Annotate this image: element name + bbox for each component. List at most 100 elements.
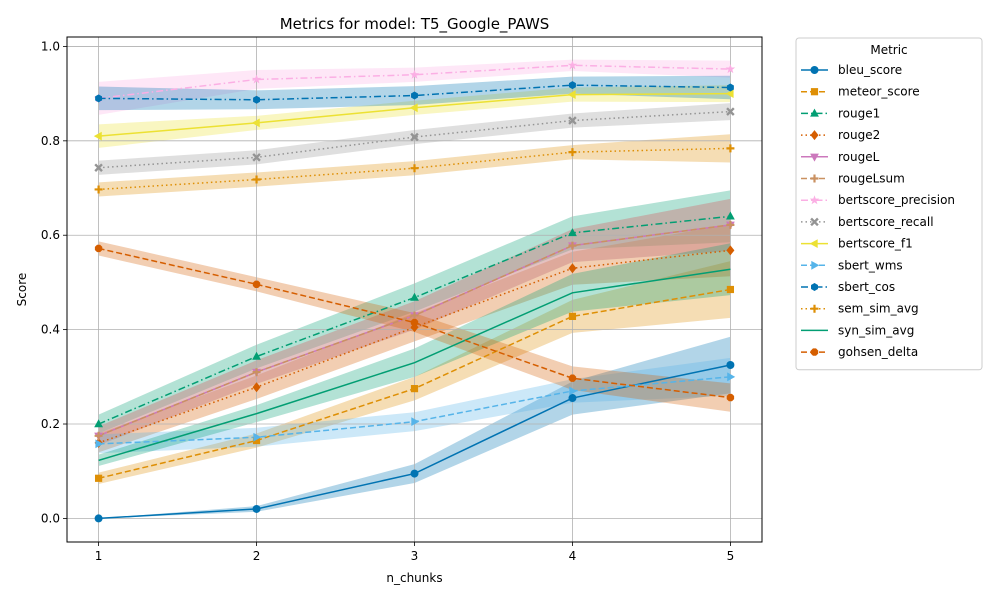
legend-marker-rouge2: [810, 130, 819, 141]
point-sbert_wms: [727, 372, 736, 382]
y-tick-label: 0.6: [41, 228, 60, 242]
y-tick-label: 0.8: [41, 134, 60, 148]
point-bertscore_f1: [251, 118, 260, 128]
point-gohsen_delta: [94, 244, 103, 253]
point-sbert_wms: [253, 432, 262, 442]
point-bertscore_recall: [252, 153, 261, 162]
legend-marker-bleu_score: [810, 66, 819, 74]
point-meteor_score: [410, 385, 419, 393]
point-rougeLsum: [726, 220, 735, 229]
legend-marker-gohsen_delta: [810, 348, 819, 356]
line-syn_sim_avg: [98, 268, 731, 462]
point-sbert_cos: [726, 83, 734, 92]
point-rouge2: [726, 245, 735, 256]
point-bertscore_precision: [567, 60, 578, 70]
point-bertscore_recall: [94, 163, 103, 172]
chart-title: Metrics for model: T5_Google_PAWS: [280, 15, 550, 34]
legend-label-bertscore_f1: bertscore_f1: [838, 237, 913, 251]
legend-marker-bertscore_f1: [809, 239, 818, 248]
point-rougeLsum: [568, 241, 577, 250]
legend-label-sbert_cos: sbert_cos: [838, 280, 895, 294]
legend-label-sem_sim_avg: sem_sim_avg: [838, 302, 919, 316]
x-tick-label: 3: [411, 549, 419, 563]
point-sbert_cos: [568, 81, 576, 90]
legend-label-rouge1: rouge1: [838, 106, 880, 120]
legend-label-rougeLsum: rougeLsum: [838, 172, 905, 186]
y-tick-label: 0.0: [41, 511, 60, 525]
legend-label-bertscore_recall: bertscore_recall: [838, 215, 934, 229]
legend-label-rougeL: rougeL: [838, 150, 880, 164]
line-rouge2: [98, 249, 731, 444]
point-bertscore_recall: [568, 116, 577, 125]
legend-marker-rougeLsum: [810, 174, 819, 183]
series-markers: [93, 60, 736, 523]
point-meteor_score: [94, 474, 103, 482]
point-bertscore_f1: [93, 131, 102, 141]
point-gohsen_delta: [726, 393, 735, 402]
axis-ticks: 1 2 3 4 5 0.0 0.2 0.4 0.6 0.8 1.0: [41, 39, 734, 563]
point-sem_sim_avg: [568, 148, 577, 157]
point-bleu_score: [94, 514, 103, 523]
point-rougeLsum: [252, 368, 261, 377]
point-bertscore_precision: [409, 69, 420, 79]
legend-label-gohsen_delta: gohsen_delta: [838, 345, 918, 359]
point-meteor_score: [568, 312, 577, 321]
legend-box: [795, 37, 983, 371]
y-axis-label: Score: [15, 273, 29, 307]
point-sbert_wms: [569, 386, 578, 396]
y-tick-label: 1.0: [41, 39, 60, 53]
point-gohsen_delta: [410, 318, 419, 327]
legend-marker-rougeL: [810, 153, 819, 162]
legend-marker-bertscore_recall: [810, 217, 819, 227]
point-sem_sim_avg: [726, 144, 735, 153]
point-rouge1: [410, 292, 419, 301]
y-tick-label: 0.4: [41, 323, 60, 337]
point-bleu_score: [568, 394, 577, 403]
point-rouge1: [252, 351, 261, 360]
point-bertscore_f1: [725, 89, 734, 99]
point-rouge1: [568, 228, 577, 237]
point-rouge2: [252, 382, 261, 393]
point-rougeLsum: [410, 311, 419, 320]
line-bertscore_precision: [98, 64, 731, 100]
point-meteor_score: [252, 436, 261, 445]
band-rouge1: [98, 190, 731, 434]
point-bertscore_precision: [725, 64, 736, 74]
x-tick-label: 4: [569, 549, 577, 563]
legend-label-sbert_wms: sbert_wms: [838, 258, 903, 272]
point-meteor_score: [726, 285, 735, 294]
legend-title: Metric: [870, 43, 907, 57]
point-bertscore_f1: [567, 90, 576, 99]
point-bertscore_recall: [410, 132, 419, 142]
legend-marker-rouge1: [810, 108, 819, 117]
point-sbert_wms: [95, 439, 104, 449]
point-bleu_score: [410, 469, 419, 478]
x-tick-label: 5: [727, 549, 735, 563]
legend-label-meteor_score: meteor_score: [838, 85, 920, 99]
point-gohsen_delta: [252, 280, 261, 289]
point-sem_sim_avg: [410, 164, 419, 173]
x-axis-label: n_chunks: [386, 571, 442, 585]
point-rougeLsum: [94, 431, 103, 440]
legend-label-bleu_score: bleu_score: [838, 63, 902, 77]
point-gohsen_delta: [568, 374, 577, 382]
legend: Metric bleu_score meteor_score rouge1 rouge2…: [795, 37, 983, 371]
point-sbert_cos: [95, 94, 103, 103]
legend-label-syn_sim_avg: syn_sim_avg: [838, 323, 914, 337]
legend-marker-sbert_wms: [811, 260, 820, 270]
point-sem_sim_avg: [94, 185, 103, 194]
point-bertscore_recall: [726, 107, 735, 116]
x-tick-label: 1: [95, 549, 103, 563]
legend-marker-bertscore_precision: [809, 195, 820, 205]
point-bertscore_precision: [251, 74, 262, 84]
point-sem_sim_avg: [252, 175, 261, 184]
legend-marker-sbert_cos: [811, 283, 818, 291]
point-sbert_wms: [411, 417, 420, 427]
x-tick-label: 2: [253, 549, 261, 563]
point-rouge1: [726, 211, 735, 220]
y-tick-label: 0.2: [41, 417, 60, 431]
point-rouge1: [94, 419, 103, 428]
legend-marker-sem_sim_avg: [810, 304, 819, 313]
